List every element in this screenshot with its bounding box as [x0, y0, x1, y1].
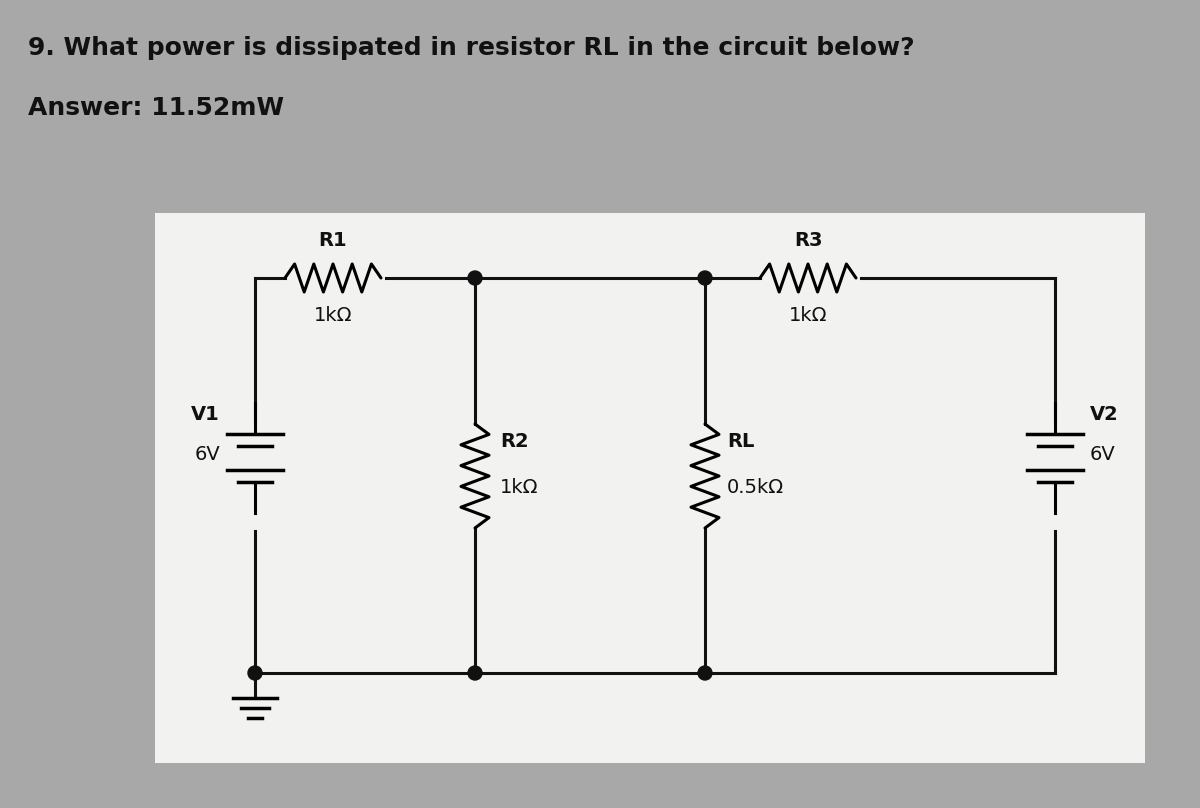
Text: R3: R3: [793, 231, 822, 250]
Text: RL: RL: [727, 432, 755, 451]
Text: 1kΩ: 1kΩ: [313, 306, 353, 325]
Circle shape: [698, 271, 712, 285]
Text: R1: R1: [319, 231, 347, 250]
Circle shape: [248, 666, 262, 680]
Text: V2: V2: [1090, 405, 1118, 424]
Text: 6V: 6V: [1090, 445, 1116, 464]
Text: V1: V1: [191, 405, 220, 424]
Circle shape: [468, 666, 482, 680]
FancyBboxPatch shape: [155, 213, 1145, 763]
Text: 1kΩ: 1kΩ: [788, 306, 827, 325]
Text: Answer: 11.52mW: Answer: 11.52mW: [28, 96, 284, 120]
Text: R2: R2: [500, 432, 529, 451]
Text: 6V: 6V: [194, 445, 220, 464]
Text: 1kΩ: 1kΩ: [500, 478, 539, 497]
Text: 9. What power is dissipated in resistor RL in the circuit below?: 9. What power is dissipated in resistor …: [28, 36, 914, 60]
Circle shape: [698, 666, 712, 680]
Circle shape: [468, 271, 482, 285]
Text: 0.5kΩ: 0.5kΩ: [727, 478, 784, 497]
